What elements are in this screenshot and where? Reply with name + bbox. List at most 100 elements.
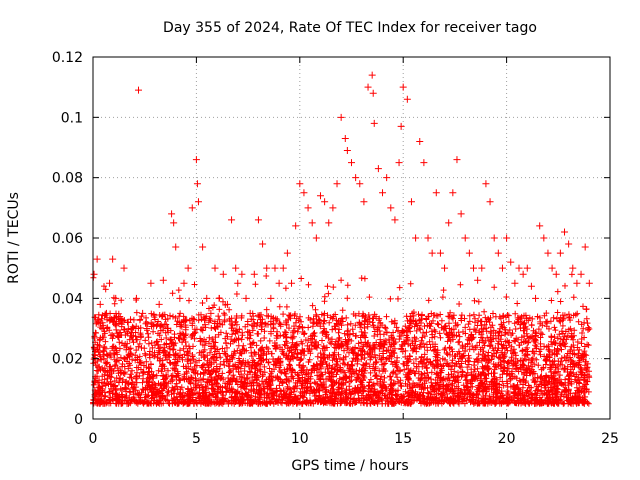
data-point (581, 243, 589, 251)
data-point (527, 282, 535, 290)
data-point (519, 270, 527, 278)
data-point (159, 276, 167, 284)
data-point (494, 249, 502, 257)
x-tick-label: 25 (601, 431, 619, 447)
data-point (424, 234, 432, 242)
data-point (565, 240, 573, 248)
data-point (99, 325, 107, 332)
data-point (215, 294, 223, 302)
data-point (341, 134, 349, 142)
data-point (478, 264, 486, 272)
data-point (155, 300, 163, 308)
data-point (379, 189, 387, 197)
data-point (523, 264, 531, 272)
data-point (120, 264, 128, 272)
data-point (540, 234, 548, 242)
data-point (548, 264, 556, 272)
data-point (275, 279, 283, 287)
data-point (461, 234, 469, 242)
data-point (482, 180, 490, 188)
data-point (188, 204, 196, 212)
y-tick-label: 0.1 (61, 110, 83, 126)
y-tick-label: 0 (74, 412, 83, 428)
data-point (109, 255, 117, 263)
data-point (585, 279, 593, 287)
data-point (316, 192, 324, 200)
data-point (436, 249, 444, 257)
data-point (242, 294, 250, 302)
data-point (364, 83, 372, 91)
data-point (246, 309, 254, 317)
axis-ticks (92, 56, 611, 420)
data-point (503, 234, 511, 242)
data-point (403, 95, 411, 103)
data-point (184, 264, 192, 272)
y-tick-label: 0.08 (52, 171, 83, 187)
data-point (228, 216, 236, 224)
data-point (139, 309, 147, 317)
data-point (416, 137, 424, 145)
y-tick-labels: 0 0.02 0.04 0.06 0.08 0.1 0.12 (52, 50, 83, 428)
data-point (170, 219, 178, 227)
data-points (90, 71, 593, 407)
data-point (194, 198, 202, 206)
chart-title: Day 355 of 2024, Rate Of TEC Index for r… (163, 20, 537, 36)
x-tick-label: 10 (291, 431, 309, 447)
data-point (329, 204, 337, 212)
x-tick-label: 5 (192, 431, 201, 447)
data-point (223, 300, 231, 308)
data-point (498, 264, 506, 272)
data-point (556, 249, 564, 257)
data-point (453, 156, 461, 164)
data-point (561, 228, 569, 236)
data-point (441, 264, 449, 272)
data-point (490, 234, 498, 242)
data-point (124, 318, 132, 326)
data-point (333, 180, 341, 188)
data-point (343, 147, 351, 155)
data-point (292, 222, 300, 230)
data-point (312, 234, 320, 242)
data-point (279, 264, 287, 272)
x-tick-label: 15 (394, 431, 412, 447)
data-point (308, 219, 316, 227)
y-tick-label: 0.12 (52, 50, 83, 66)
x-tick-labels: 0 5 10 15 20 25 (89, 431, 619, 447)
data-point (106, 279, 114, 287)
data-point (259, 240, 267, 248)
data-point (486, 198, 494, 206)
data-point (465, 249, 473, 257)
data-point (250, 270, 258, 278)
data-point (395, 159, 403, 167)
data-point (420, 159, 428, 167)
data-point (356, 180, 364, 188)
data-point (445, 219, 453, 227)
data-point (457, 210, 465, 218)
data-point (263, 264, 271, 272)
data-point (432, 189, 440, 197)
data-point (407, 198, 415, 206)
data-point (102, 309, 110, 317)
x-tick-label: 0 (89, 431, 98, 447)
data-point (474, 276, 482, 284)
y-tick-label: 0.04 (52, 291, 83, 307)
x-tick-label: 20 (498, 431, 516, 447)
data-point (552, 270, 560, 278)
data-point (283, 249, 291, 257)
y-axis-label: ROTI / TECUs (6, 192, 22, 284)
data-point (180, 279, 188, 287)
data-point (296, 180, 304, 188)
data-point (199, 243, 207, 251)
data-point (383, 174, 391, 182)
data-point (93, 255, 101, 263)
data-point (369, 89, 377, 97)
data-point (325, 219, 333, 227)
data-point (348, 159, 355, 167)
data-point (207, 309, 215, 317)
data-point (116, 315, 124, 323)
data-point (271, 264, 279, 272)
data-point (412, 234, 420, 242)
y-tick-label: 0.02 (52, 352, 83, 368)
data-point (321, 198, 329, 206)
data-point (192, 156, 200, 164)
